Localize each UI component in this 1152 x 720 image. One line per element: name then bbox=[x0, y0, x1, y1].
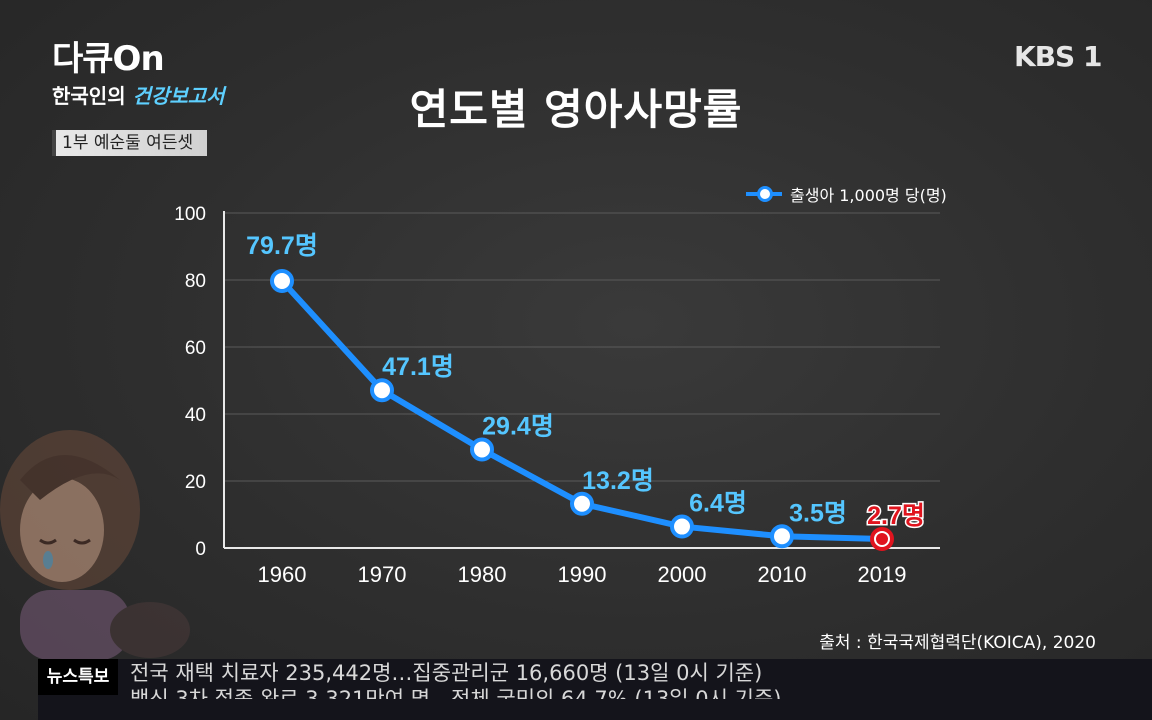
ticker-tag: 뉴스특보 bbox=[38, 659, 118, 695]
chart-title: 연도별 영아사망률 bbox=[409, 85, 743, 134]
data-point bbox=[370, 378, 394, 403]
subtitle-highlight: 건강보고서 bbox=[132, 84, 225, 108]
data-label: 79.7명 bbox=[246, 232, 318, 260]
broadcaster-logo: KBS 1 bbox=[1014, 40, 1102, 73]
illustrated-person-image bbox=[0, 430, 190, 660]
chart-legend: 출생아 1,000명 당(명) bbox=[746, 182, 947, 206]
data-label: 3.5명 bbox=[789, 499, 847, 527]
program-subtitle: 한국인의 건강보고서 bbox=[52, 80, 225, 109]
y-tick-label: 80 bbox=[185, 271, 206, 292]
ticker-line-1: 전국 재택 치료자 235,442명…집중관리군 16,660명 (13일 0시… bbox=[130, 661, 763, 685]
data-point bbox=[470, 437, 494, 462]
show-name: 다큐On bbox=[52, 39, 165, 79]
y-tick-label: 0 bbox=[195, 539, 206, 560]
x-tick-label: 2010 bbox=[758, 562, 807, 587]
data-label: 6.4명 bbox=[689, 490, 747, 518]
x-tick-label: 1960 bbox=[258, 562, 307, 587]
data-point bbox=[770, 524, 794, 549]
x-tick-label: 2000 bbox=[658, 562, 707, 587]
x-tick-label: 1980 bbox=[458, 562, 507, 587]
y-tick-label: 100 bbox=[174, 204, 206, 225]
y-tick-label: 60 bbox=[185, 338, 206, 359]
ticker-line-2: 백신 3차 접종 완료 3,321만여 명…전체 국민의 64.7% (13일 … bbox=[130, 687, 782, 699]
legend-marker bbox=[746, 186, 782, 202]
news-ticker: 뉴스특보 전국 재택 치료자 235,442명…집중관리군 16,660명 (1… bbox=[38, 659, 1152, 720]
data-label: 29.4명 bbox=[482, 413, 554, 441]
data-point bbox=[570, 491, 594, 516]
legend-label: 출생아 1,000명 당(명) bbox=[790, 186, 947, 205]
y-tick-label: 20 bbox=[185, 472, 206, 493]
x-tick-label: 2019 bbox=[858, 562, 907, 587]
data-point bbox=[270, 269, 294, 294]
x-tick-label: 1970 bbox=[358, 562, 407, 587]
x-tick-label: 1990 bbox=[558, 562, 607, 587]
data-point-highlight bbox=[876, 532, 888, 545]
data-label: 2.7명 bbox=[867, 502, 925, 530]
data-point bbox=[670, 514, 694, 539]
data-label: 47.1명 bbox=[382, 353, 454, 381]
source-note: 출처 : 한국국제협력단(KOICA), 2020 bbox=[819, 633, 1096, 653]
program-logo: 다큐On 한국인의 건강보고서 bbox=[52, 40, 225, 109]
y-tick-label: 40 bbox=[185, 405, 206, 426]
episode-label: 1부 예순둘 여든셋 bbox=[52, 130, 208, 156]
subtitle-prefix: 한국인의 bbox=[52, 84, 126, 108]
data-label: 13.2명 bbox=[582, 467, 654, 495]
